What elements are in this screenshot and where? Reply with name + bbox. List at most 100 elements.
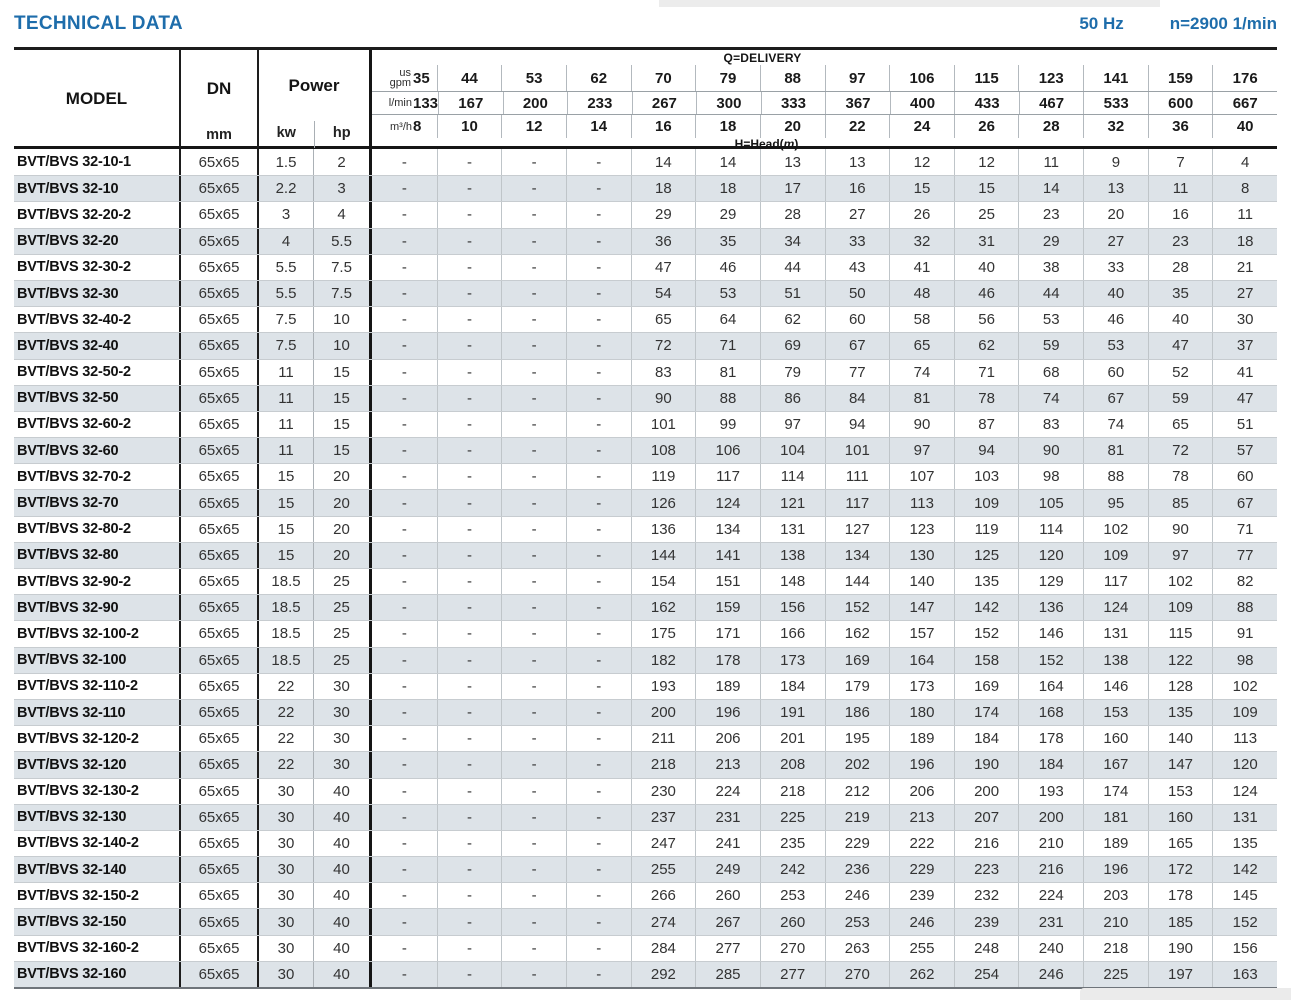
head-cell: 65 xyxy=(889,333,954,359)
head-cell: 15 xyxy=(889,176,954,202)
head-cell: 4 xyxy=(1212,149,1277,176)
head-cell: 35 xyxy=(1147,280,1213,307)
model-cell: BVT/BVS 32-150 xyxy=(14,909,181,935)
head-cell: 72 xyxy=(1147,438,1213,464)
head-cell: 131 xyxy=(1212,804,1277,830)
head-cell: - xyxy=(501,149,566,176)
dn-cell: 65x65 xyxy=(181,673,259,699)
head-cell: 224 xyxy=(1018,883,1083,909)
head-cell: 136 xyxy=(630,516,696,542)
table-row: BVT/BVS 32-160 65x65 30 40- - - -292 285 277 270 2… xyxy=(14,960,1277,987)
head-cell: 120 xyxy=(1212,752,1277,778)
head-cell: - xyxy=(436,438,502,464)
table-row: BVT/BVS 32-120-2 65x65 22 30- - - -211 206 201 19… xyxy=(14,725,1277,752)
kw-cell: 7.5 xyxy=(259,307,314,333)
table-row: BVT/BVS 32-160-2 65x65 30 40- - - -284 277 270 26… xyxy=(14,934,1277,961)
head-cell: 162 xyxy=(824,621,890,647)
head-cell: 11 xyxy=(1147,176,1213,202)
head-cell: - xyxy=(436,935,502,961)
head-cell: - xyxy=(501,647,566,673)
gpm-value: 159 xyxy=(1147,65,1213,91)
gpm-value: 35 xyxy=(413,69,430,87)
head-cell: 184 xyxy=(1018,752,1083,778)
head-cell: - xyxy=(436,385,502,411)
head-cell: 78 xyxy=(1147,464,1213,490)
table-row: BVT/BVS 32-60-2 65x65 11 15- - - -101 99 97 94 90 8… xyxy=(14,410,1277,438)
head-cell: 230 xyxy=(630,778,696,804)
kw-cell: 22 xyxy=(259,752,314,778)
hp-cell: 30 xyxy=(314,699,372,726)
column-header-model: MODEL xyxy=(14,50,181,148)
dn-cell: 65x65 xyxy=(181,333,259,359)
kw-cell: 18.5 xyxy=(259,569,314,595)
lmin-value: 267 xyxy=(631,92,697,114)
head-cell: 270 xyxy=(824,961,890,987)
head-cell: 43 xyxy=(824,254,890,280)
head-cell: - xyxy=(501,752,566,778)
head-cell: - xyxy=(501,228,566,254)
head-cell: 158 xyxy=(953,647,1019,673)
head-cell: 171 xyxy=(695,621,760,647)
head-cell: 28 xyxy=(1147,254,1213,280)
head-cell: 153 xyxy=(1147,778,1213,804)
gpm-value: 62 xyxy=(565,65,631,91)
scan-artifact-bottom xyxy=(1080,988,1291,1000)
head-cell: 88 xyxy=(695,385,760,411)
head-cell: 21 xyxy=(1212,254,1277,280)
m3h-value: 22 xyxy=(824,115,890,138)
head-cell: 44 xyxy=(1018,280,1083,307)
head-cell: 157 xyxy=(889,621,954,647)
kw-cell: 1.5 xyxy=(259,149,314,176)
head-cell: 27 xyxy=(1212,280,1277,307)
head-cell: - xyxy=(436,909,502,935)
lmin-value: 133 xyxy=(413,94,439,112)
lmin-unit-label: l/min xyxy=(388,97,412,109)
head-cell: - xyxy=(401,965,407,983)
head-cell: - xyxy=(565,202,631,228)
head-cell: 120 xyxy=(1018,542,1083,568)
table-row: BVT/BVS 32-20 65x65 4 5.5- - - -36 35 34 33 32 31 29… xyxy=(14,227,1277,254)
table-row: BVT/BVS 32-100 65x65 18.5 25- - - -182 178 173 16… xyxy=(14,646,1277,673)
head-cell: 60 xyxy=(1212,464,1277,490)
m3h-value: 26 xyxy=(953,115,1019,138)
head-cell: 169 xyxy=(824,647,890,673)
head-cell: 232 xyxy=(953,883,1019,909)
head-cell: - xyxy=(565,228,631,254)
head-cell: 71 xyxy=(695,333,760,359)
head-cell: 185 xyxy=(1147,909,1213,935)
head-cell: 28 xyxy=(759,202,825,228)
head-cell: 159 xyxy=(695,595,760,621)
model-cell: BVT/BVS 32-60-2 xyxy=(14,411,181,438)
head-cell: 173 xyxy=(889,673,954,699)
head-cell: 117 xyxy=(824,490,890,516)
head-cell: 246 xyxy=(1018,961,1083,987)
head-cell: - xyxy=(565,961,631,987)
head-cell: 79 xyxy=(759,359,825,385)
head-cell: 105 xyxy=(1018,490,1083,516)
hp-cell: 10 xyxy=(314,307,372,333)
head-cell: 74 xyxy=(1018,385,1083,411)
hp-cell: 20 xyxy=(314,464,372,490)
head-cell: 195 xyxy=(824,726,890,752)
head-cell: 216 xyxy=(953,830,1019,857)
table-row: BVT/BVS 32-100-2 65x65 18.5 25- - - -175 171 166… xyxy=(14,620,1277,647)
hp-cell: 5.5 xyxy=(314,228,372,254)
head-cell: 189 xyxy=(1083,830,1148,857)
head-cell: 154 xyxy=(630,569,696,595)
head-cell: - xyxy=(501,385,566,411)
model-cell: BVT/BVS 32-30-2 xyxy=(14,254,181,280)
hp-cell: 40 xyxy=(314,830,372,857)
table-row: BVT/BVS 32-50-2 65x65 11 15- - - -83 81 79 77 74 71… xyxy=(14,358,1277,385)
table-row: BVT/BVS 32-120 65x65 22 30- - - -218 213 208 202 1… xyxy=(14,751,1277,778)
lmin-value: 533 xyxy=(1083,92,1148,114)
table-row: BVT/BVS 32-140 65x65 30 40- - - -255 249 242 236 2… xyxy=(14,856,1277,883)
head-cell: - xyxy=(565,909,631,935)
head-cell: 87 xyxy=(953,411,1019,438)
m3h-value: 12 xyxy=(501,115,566,138)
head-cell: - xyxy=(501,804,566,830)
head-cell: 117 xyxy=(695,464,760,490)
lmin-value: 667 xyxy=(1212,92,1277,114)
head-cell: - xyxy=(501,542,566,568)
dn-cell: 65x65 xyxy=(181,280,259,307)
head-cell: - xyxy=(436,699,502,726)
